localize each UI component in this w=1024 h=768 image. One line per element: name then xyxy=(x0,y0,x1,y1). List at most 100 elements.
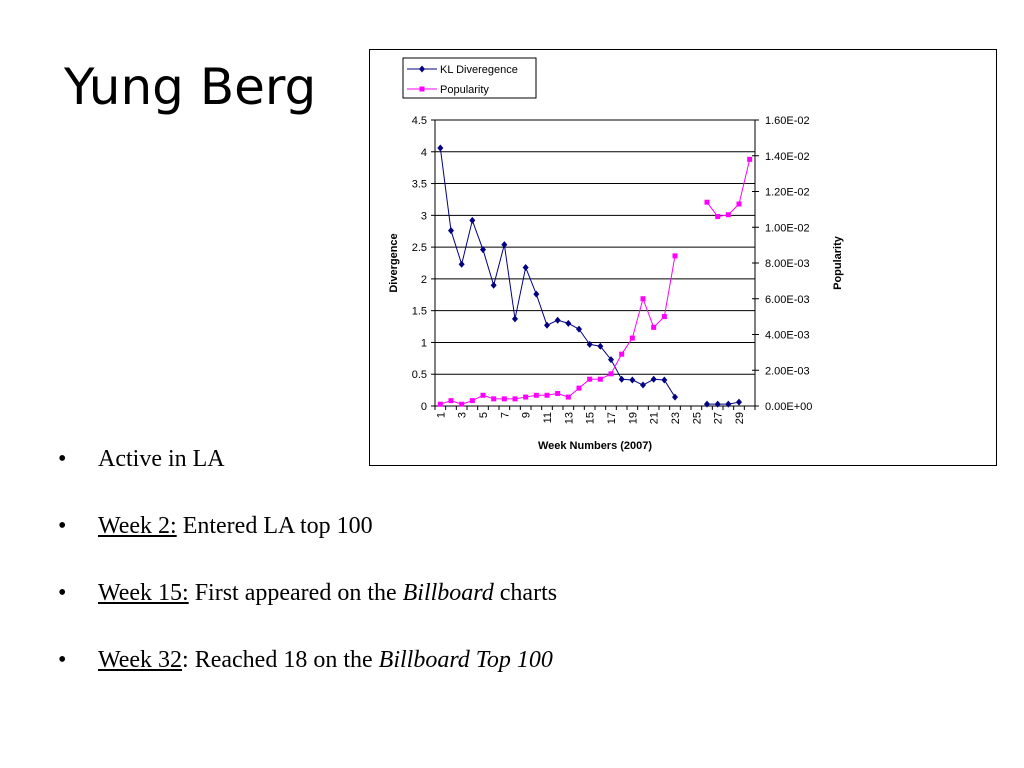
data-point-diamond xyxy=(448,227,454,235)
x-tick-label: 3 xyxy=(457,412,469,418)
y2-tick-label: 4.00E-03 xyxy=(765,330,810,342)
data-point-diamond xyxy=(522,263,529,271)
series-line-2 xyxy=(706,159,751,218)
bullet-lead: Week 2: xyxy=(98,513,177,539)
y-tick-label: 4.5 xyxy=(412,115,427,127)
y2-tick-label: 1.40E-02 xyxy=(765,151,810,163)
x-tick-label: 1 xyxy=(435,412,447,418)
data-point-square xyxy=(565,394,571,400)
y2-tick-label: 8.00E-03 xyxy=(765,258,810,270)
data-point-diamond xyxy=(554,316,561,324)
x-tick-label: 23 xyxy=(670,412,682,424)
legend-label: KL Diveregence xyxy=(440,64,518,76)
data-point-square xyxy=(747,156,753,162)
data-point-diamond xyxy=(490,281,497,289)
bullet-item: • Week 32: Reached 18 on the Billboard T… xyxy=(58,639,557,706)
data-point-square xyxy=(661,314,667,320)
bullet-item: • Week 15: First appeared on the Billboa… xyxy=(58,572,557,639)
data-point-diamond xyxy=(640,381,646,389)
y-tick-label: 4 xyxy=(421,147,427,159)
data-point-diamond xyxy=(586,340,593,348)
data-point-diamond xyxy=(629,376,636,384)
data-point-diamond xyxy=(661,376,668,384)
legend-label: Popularity xyxy=(440,84,489,96)
data-point-square xyxy=(512,396,518,402)
data-point-diamond xyxy=(512,315,518,323)
x-tick-label: 15 xyxy=(585,412,597,424)
bullet-lead: Week 15: xyxy=(98,580,189,606)
data-point-square xyxy=(597,376,603,382)
data-point-diamond xyxy=(672,393,678,401)
legend-marker-square xyxy=(419,86,425,92)
slide-title: Yung Berg xyxy=(64,58,317,116)
data-point-square xyxy=(704,199,710,205)
data-point-diamond xyxy=(480,246,486,254)
chart-frame: 0 0.5 1 1.5 2 2.5 3 3.5 4 4.5 0.00E+00 2.00E-03 4.00… xyxy=(369,49,997,466)
bullet-text: : Reached 18 on the xyxy=(182,647,379,673)
y2-tick-label: 1.60E-02 xyxy=(765,115,810,127)
data-point-square xyxy=(555,390,561,396)
y-axis-title: Divergence xyxy=(388,233,400,292)
data-point-square xyxy=(608,371,614,377)
data-point-square xyxy=(576,385,582,391)
data-point-diamond xyxy=(736,398,742,406)
y-tick-label: 0.5 xyxy=(412,369,427,381)
dual-axis-line-chart: 0 0.5 1 1.5 2 2.5 3 3.5 4 4.5 0.00E+00 2.00E-03 4.00… xyxy=(388,57,844,452)
series-line-2 xyxy=(440,255,676,405)
data-point-square xyxy=(448,398,454,404)
data-point-square xyxy=(459,401,465,407)
data-point-square xyxy=(651,324,657,330)
y-tick-label: 2 xyxy=(421,274,427,286)
data-point-diamond xyxy=(576,325,582,333)
bullet-dot-icon: • xyxy=(58,647,67,673)
x-tick-label: 7 xyxy=(499,412,511,418)
bullet-tail: charts xyxy=(493,580,558,606)
data-point-square xyxy=(725,212,731,218)
data-point-square xyxy=(640,296,646,302)
data-point-diamond xyxy=(458,260,465,268)
data-point-diamond xyxy=(437,144,444,152)
data-point-diamond xyxy=(533,290,540,298)
y2-tick-label: 6.00E-03 xyxy=(765,294,810,306)
y2-tick-label: 1.00E-02 xyxy=(765,222,810,234)
data-point-square xyxy=(491,396,497,402)
legend-marker-diamond xyxy=(419,65,425,73)
y-tick-label: 1 xyxy=(421,337,427,349)
bullet-item: • Active in LA xyxy=(58,438,557,505)
y-tick-label: 2.5 xyxy=(412,242,427,254)
data-point-square xyxy=(437,401,443,407)
data-point-square xyxy=(629,335,635,341)
bullet-list: • Active in LA • Week 2: Entered LA top … xyxy=(58,438,557,706)
data-point-square xyxy=(544,392,550,398)
data-point-square xyxy=(480,392,486,398)
bullet-dot-icon: • xyxy=(58,446,67,472)
x-axis-title: Week Numbers (2007) xyxy=(538,440,652,452)
x-tick-label: 11 xyxy=(542,412,554,423)
x-tick-label: 17 xyxy=(606,412,618,424)
data-point-diamond xyxy=(501,241,508,249)
data-point-diamond xyxy=(544,321,550,329)
y2-tick-label: 1.20E-02 xyxy=(765,187,810,199)
data-point-square xyxy=(469,398,475,404)
data-point-diamond xyxy=(618,375,625,383)
bullet-text: Active in LA xyxy=(98,446,225,472)
y-tick-label: 0 xyxy=(421,401,427,413)
data-point-diamond xyxy=(714,400,721,408)
y-tick-label: 3.5 xyxy=(412,179,427,191)
bullet-dot-icon: • xyxy=(58,580,67,606)
bullet-text: First appeared on the xyxy=(188,580,403,606)
x-tick-label: 9 xyxy=(521,412,533,418)
y-tick-label: 3 xyxy=(421,210,427,222)
y-tick-label: 1.5 xyxy=(412,306,427,318)
x-tick-label: 25 xyxy=(691,412,703,424)
y2-axis-title: Popularity xyxy=(832,235,844,290)
bullet-item: • Week 2: Entered LA top 100 xyxy=(58,505,557,572)
legend-box xyxy=(402,57,537,99)
y2-tick-label: 2.00E-03 xyxy=(765,365,810,377)
data-point-diamond xyxy=(704,400,710,408)
data-point-diamond xyxy=(725,400,732,408)
data-point-square xyxy=(736,201,742,207)
data-point-square xyxy=(672,253,678,259)
x-tick-label: 5 xyxy=(478,412,490,418)
x-tick-label: 27 xyxy=(713,412,725,424)
